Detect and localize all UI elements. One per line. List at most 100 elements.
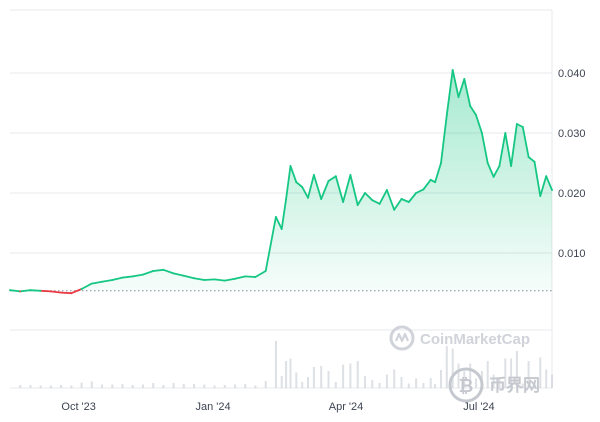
price-line-segment	[80, 282, 93, 290]
price-line-segment	[90, 280, 103, 285]
price-point	[356, 204, 359, 206]
volume-bar	[434, 384, 437, 388]
price-point	[440, 162, 442, 164]
volume-bar	[172, 383, 175, 388]
price-line-segment	[475, 114, 483, 134]
volume-bar	[280, 376, 283, 388]
price-line-segment	[533, 160, 542, 197]
volume-bar	[244, 384, 247, 388]
price-line-segment	[422, 178, 432, 191]
volume-bar	[19, 385, 22, 388]
price-point	[111, 279, 114, 281]
price-line-segment	[434, 162, 442, 184]
volume-bar	[39, 385, 42, 388]
price-point	[301, 186, 304, 188]
volume-bar	[60, 385, 63, 388]
price-lines	[9, 69, 553, 295]
volume-bar	[475, 378, 477, 388]
price-line-segment	[480, 132, 489, 164]
price-point	[80, 288, 83, 290]
volume-bar	[29, 385, 32, 388]
volume-bar	[463, 371, 466, 388]
price-point	[264, 270, 267, 272]
price-point	[275, 216, 277, 218]
volume-bar	[285, 361, 288, 388]
price-line-segment	[223, 277, 236, 282]
price-point	[39, 289, 42, 292]
volume-bar	[289, 358, 292, 388]
volume-bar	[533, 382, 536, 388]
price-line-segment	[19, 289, 32, 293]
price-point	[289, 165, 292, 167]
price-line-segment	[301, 186, 309, 199]
price-point	[162, 268, 165, 271]
price-line-segment	[162, 268, 175, 275]
price-point	[244, 275, 247, 278]
price-line-segment	[101, 279, 114, 283]
price-line-segment	[510, 123, 518, 167]
x-tick-label: Jan '24	[195, 401, 230, 413]
price-point	[504, 132, 507, 134]
price-line-segment	[378, 189, 388, 205]
price-line-segment	[131, 273, 144, 278]
price-line-segment	[307, 174, 315, 199]
price-point	[429, 178, 432, 181]
volume-bar	[422, 383, 425, 388]
volume-bar	[162, 385, 165, 388]
price-point	[434, 181, 436, 184]
price-point	[142, 273, 144, 276]
volume-bar	[492, 374, 495, 388]
volume-bar	[440, 370, 442, 388]
volume-bar	[364, 376, 366, 388]
price-point	[213, 278, 216, 281]
volume-bar	[539, 357, 542, 388]
price-point	[334, 175, 337, 178]
coinmarketcap-text: CoinMarketCap	[420, 331, 530, 348]
price-line-segment	[334, 175, 345, 203]
volume-bar	[121, 384, 124, 388]
price-point	[481, 132, 483, 134]
volume-bar	[274, 341, 277, 388]
coinmarketcap-watermark: CoinMarketCap	[389, 325, 530, 351]
price-point	[152, 270, 155, 272]
bitcoin-logo-icon: ₿	[448, 367, 484, 403]
price-line-segment	[29, 289, 42, 292]
price-line-segment	[463, 78, 472, 107]
price-point	[457, 96, 460, 98]
volume-bar	[295, 372, 298, 388]
price-line-segment	[254, 270, 267, 278]
price-line-segment	[415, 188, 425, 194]
price-line-segment	[285, 165, 292, 200]
price-line-segment	[39, 289, 52, 293]
price-line-segment	[364, 192, 374, 202]
price-point	[463, 78, 466, 80]
price-point	[510, 165, 512, 167]
volume-bar	[393, 369, 396, 388]
price-line-segment	[451, 69, 460, 98]
price-line-segment	[385, 189, 396, 211]
price-point	[234, 277, 236, 280]
price-point	[475, 114, 477, 116]
volume-bar	[141, 384, 144, 388]
volume-bar	[349, 363, 352, 388]
x-tick-label: Oct '23	[61, 401, 96, 413]
price-point	[393, 208, 396, 211]
price-line-segment	[527, 156, 536, 163]
gridlines	[10, 9, 553, 389]
price-point	[121, 276, 124, 279]
volume-bar	[264, 381, 267, 388]
volume-bar	[49, 385, 52, 388]
volume-bar	[385, 374, 388, 388]
price-point	[371, 199, 374, 202]
price-line-segment	[312, 174, 323, 200]
price-line-segment	[516, 123, 524, 128]
price-point	[364, 192, 366, 194]
price-line-segment	[521, 126, 530, 158]
price-point	[295, 181, 298, 184]
price-point	[539, 195, 542, 197]
price-point	[378, 202, 381, 205]
price-point	[90, 282, 93, 285]
volume-bar	[301, 382, 304, 388]
volume-bar	[307, 377, 309, 388]
